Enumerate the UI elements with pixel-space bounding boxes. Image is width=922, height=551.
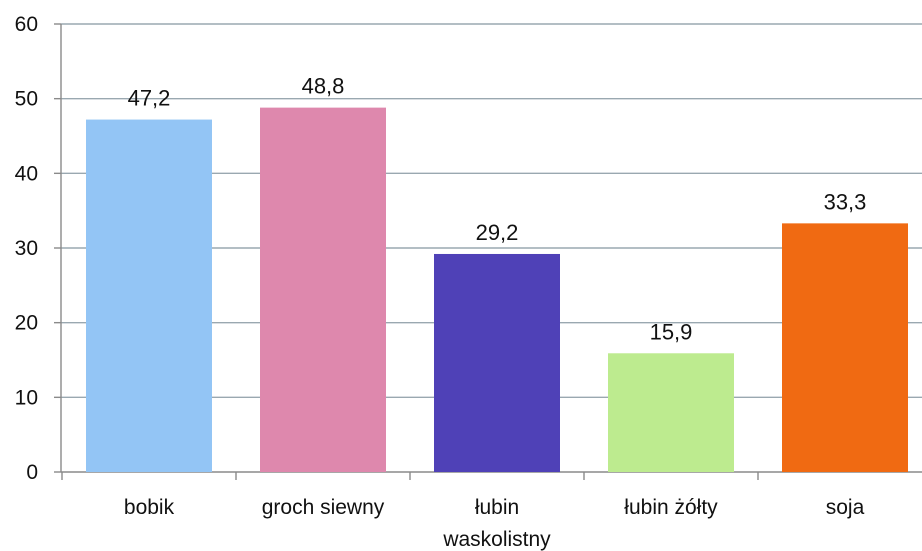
y-tick-label: 50 xyxy=(15,88,38,111)
x-tick-label: łubin xyxy=(475,496,519,519)
x-tick-label: bobik xyxy=(124,496,175,519)
y-axis: 0 10 20 30 40 50 60 xyxy=(15,13,62,484)
bar xyxy=(608,353,734,472)
x-tick-label: soja xyxy=(826,496,865,519)
bar xyxy=(434,253,560,472)
bar xyxy=(86,119,212,472)
y-tick-label: 60 xyxy=(15,13,38,36)
x-axis: bobik groch siewny łubin waskolistny łubin ż… xyxy=(61,471,922,551)
bars xyxy=(86,107,908,473)
y-tick-label: 20 xyxy=(15,312,38,335)
data-label: 29,2 xyxy=(476,220,519,245)
x-tick-label: groch siewny xyxy=(262,496,385,519)
y-tick-label: 40 xyxy=(15,162,38,185)
x-tick-label: waskolistny xyxy=(442,528,551,551)
data-label: 48,8 xyxy=(302,74,345,99)
y-tick-label: 30 xyxy=(15,237,38,260)
bar xyxy=(782,223,908,472)
data-label: 33,3 xyxy=(824,189,867,214)
y-tick-label: 0 xyxy=(26,461,38,484)
data-label: 47,2 xyxy=(128,86,171,111)
data-label: 15,9 xyxy=(650,319,693,344)
bar xyxy=(260,107,386,473)
y-tick-label: 10 xyxy=(15,386,38,409)
x-tick-label: łubin żółty xyxy=(624,496,718,519)
data-labels: 47,2 48,8 29,2 15,9 33,3 xyxy=(128,74,867,345)
